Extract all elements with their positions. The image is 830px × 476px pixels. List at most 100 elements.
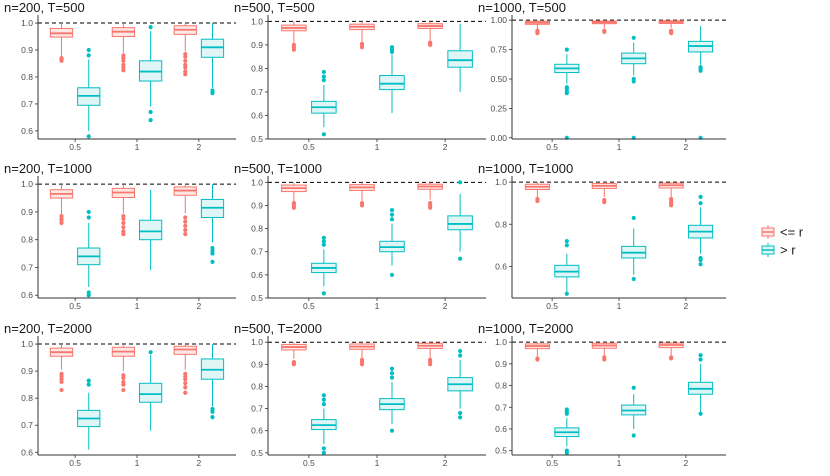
outlier-point xyxy=(602,197,607,203)
box-gt-r xyxy=(379,207,405,277)
outlier-point xyxy=(631,215,636,221)
outlier-point xyxy=(321,393,326,398)
y-tick-label: 0.7 xyxy=(251,247,263,257)
y-tick-label: 0.7 xyxy=(251,404,263,414)
box-le-r xyxy=(49,344,74,393)
outlier-point xyxy=(121,229,126,234)
y-tick-label: 1.0 xyxy=(251,337,263,347)
outlier-point xyxy=(321,239,326,244)
box-gt-r xyxy=(138,350,163,431)
outlier-point xyxy=(631,385,636,390)
box-le-r xyxy=(591,182,617,205)
outlier-point xyxy=(631,76,636,82)
outlier-point xyxy=(321,69,326,75)
outlier-point xyxy=(86,134,91,139)
box-le-r xyxy=(173,23,197,77)
y-tick-label: 0.7 xyxy=(21,262,33,272)
x-tick-label: 2 xyxy=(443,142,448,152)
outlier-point xyxy=(321,291,326,296)
box-le-r xyxy=(417,21,443,47)
y-tick-label: 0.75 xyxy=(490,45,507,55)
outlier-point xyxy=(389,428,395,433)
outlier-point xyxy=(210,88,215,93)
outlier-point xyxy=(698,353,703,358)
y-tick-label: 1.0 xyxy=(495,177,507,187)
y-tick-label: 0.6 xyxy=(251,270,263,280)
y-tick-label: 0.8 xyxy=(21,235,33,245)
panel-7: n=200, T=2000 0.6 0.7 0.8 0.9 1.0 0.5 1 2 xyxy=(4,321,236,468)
box-gt-r xyxy=(200,23,225,96)
outlier-point xyxy=(564,85,569,90)
outlier-point xyxy=(183,227,188,233)
outlier-point xyxy=(121,373,126,378)
y-tick-label: 0.50 xyxy=(490,74,507,84)
x-tick-label: 1 xyxy=(617,142,622,152)
x-tick-label: 1 xyxy=(135,142,140,152)
outlier-point xyxy=(389,366,395,371)
box-le-r xyxy=(658,342,684,361)
panel-title: n=1000, T=1000 xyxy=(478,161,573,176)
outlier-point xyxy=(698,262,703,267)
box-gt-r xyxy=(379,366,405,433)
box-le-r xyxy=(111,184,136,237)
box-iqr xyxy=(138,382,163,403)
box-le-r xyxy=(49,184,74,226)
y-tick-label: 0.8 xyxy=(251,63,263,73)
outlier-point xyxy=(183,385,188,390)
box-iqr xyxy=(138,219,163,241)
outlier-point xyxy=(698,411,703,416)
outlier-point xyxy=(602,28,607,33)
box-le-r xyxy=(658,20,684,36)
outlier-point xyxy=(59,56,64,61)
x-tick-label: 2 xyxy=(684,142,689,152)
y-tick-label: 0.5 xyxy=(251,448,263,458)
outlier-point xyxy=(698,357,703,362)
outlier-point xyxy=(321,235,326,240)
outlier-point xyxy=(428,40,433,45)
outlier-point xyxy=(535,28,540,33)
y-tick-label: 1.0 xyxy=(21,18,33,28)
outlier-point xyxy=(291,360,296,365)
y-tick-label: 0.7 xyxy=(495,402,507,412)
y-tick-label: 0.9 xyxy=(21,207,33,217)
outlier-point xyxy=(148,350,153,355)
outlier-point xyxy=(669,28,674,33)
y-tick-label: 0.5 xyxy=(251,134,263,144)
outlier-point xyxy=(183,390,188,395)
y-tick-label: 1.0 xyxy=(495,337,507,347)
y-tick-label: 0.9 xyxy=(21,366,33,376)
outlier-point xyxy=(389,207,395,213)
panel-title: n=500, T=1000 xyxy=(234,161,322,176)
box-gt-r xyxy=(554,407,580,455)
outlier-point xyxy=(183,219,188,224)
outlier-point xyxy=(321,74,326,79)
outlier-point xyxy=(183,371,188,376)
outlier-point xyxy=(86,215,91,220)
box-gt-r xyxy=(447,348,473,420)
outlier-point xyxy=(321,402,326,407)
y-tick-label: 0.8 xyxy=(251,381,263,391)
box-gt-r xyxy=(621,35,647,140)
outlier-point xyxy=(210,259,215,265)
y-tick-label: 0.6 xyxy=(251,426,263,436)
panel-title: n=1000, T=500 xyxy=(478,0,566,15)
outlier-point xyxy=(389,371,395,376)
y-tick-label: 0.5 xyxy=(495,446,507,456)
outlier-point xyxy=(210,406,215,412)
box-le-r xyxy=(281,21,307,52)
outlier-point xyxy=(389,375,395,380)
box-gt-r xyxy=(200,344,225,420)
box-le-r xyxy=(524,20,550,36)
outlier-point xyxy=(210,415,215,420)
outlier-point xyxy=(210,245,215,251)
legend-label: <= r xyxy=(780,225,804,240)
box-gt-r xyxy=(311,235,337,296)
y-tick-label: 0.8 xyxy=(21,393,33,403)
panel-title: n=200, T=2000 xyxy=(4,321,92,336)
outlier-point xyxy=(389,217,395,222)
outlier-point xyxy=(669,196,674,202)
outlier-point xyxy=(291,201,296,206)
outlier-point xyxy=(86,53,91,58)
box-gt-r xyxy=(554,239,580,296)
